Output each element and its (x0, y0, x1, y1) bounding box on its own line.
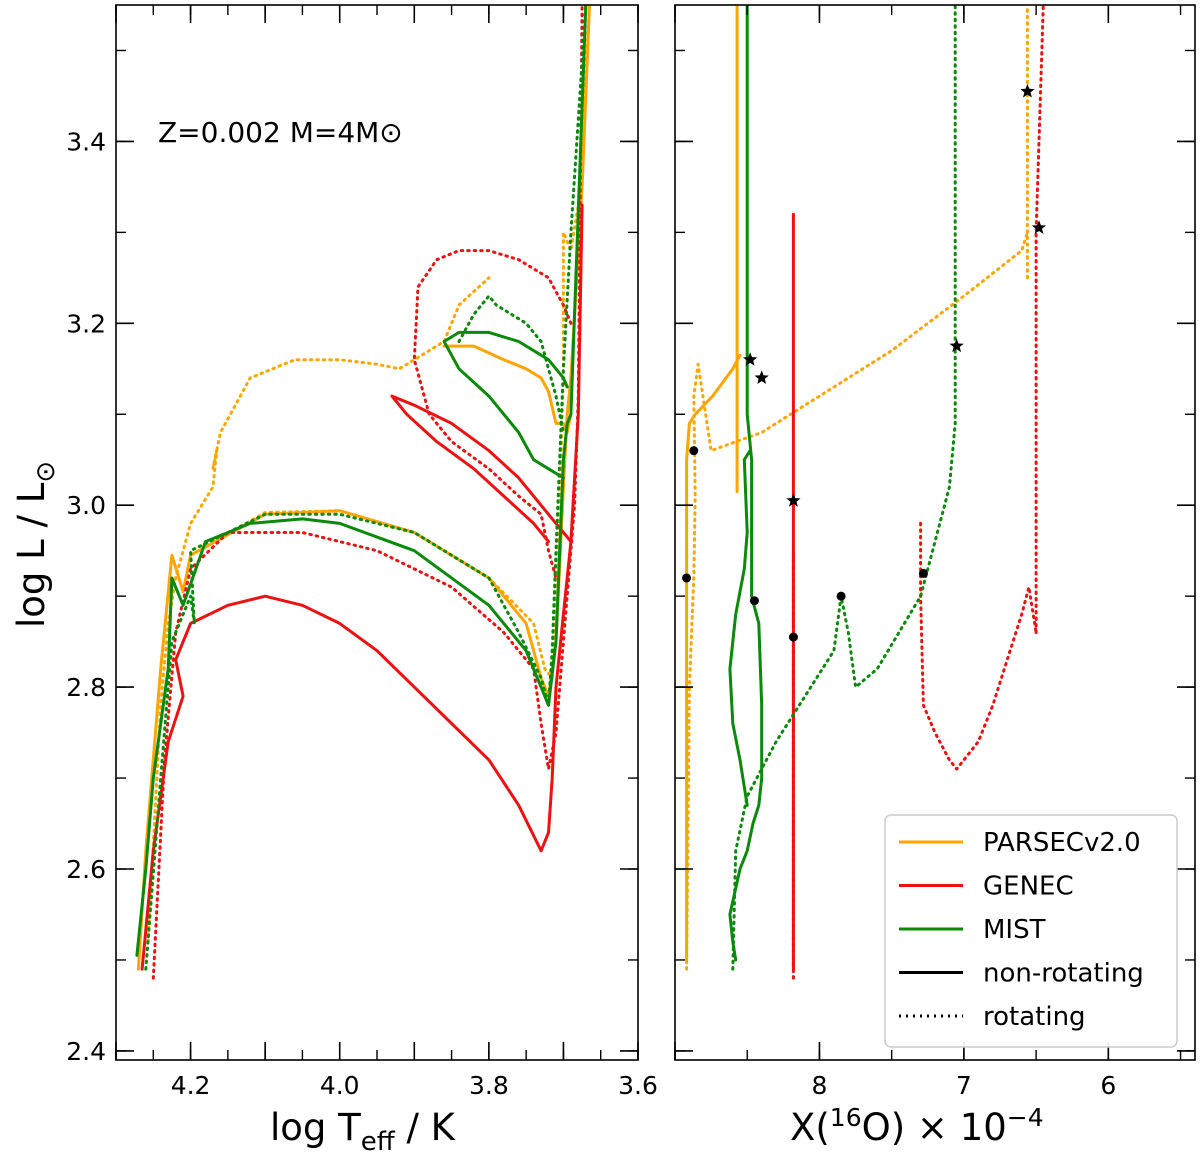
y-tick-label: 2.6 (66, 855, 106, 884)
y-tick-label: 2.4 (66, 1037, 106, 1066)
plot-frame-1 (674, 4, 1196, 1061)
y-tick-label: 3.4 (66, 127, 106, 156)
left-panel-hr-diagram: 2.4 2.6 2.8 3.0 3.2 3.4 4.2 4.0 3.8 3.6 (66, 4, 658, 1100)
y-tick-label: 3.2 (66, 309, 106, 338)
legend-box (884, 814, 1178, 1048)
series-genec-rotating-loop (412, 249, 573, 580)
model-annotation: Z=0.002 M=4M⊙ (158, 116, 403, 149)
x-tick-label: 4.2 (171, 1071, 211, 1100)
star-marker-7 (754, 370, 769, 384)
star-marker-11 (1031, 220, 1047, 234)
right-panel-oxygen-abundance: 8 7 6 (674, 4, 1196, 1100)
dot-marker-4 (836, 591, 846, 601)
legend-label-rotating: rotating (983, 1002, 1086, 1032)
x-tick-label: 4.0 (320, 1071, 360, 1100)
series-genec-blue-loop (390, 394, 573, 544)
dot-marker-2 (749, 596, 759, 606)
right-x-axis-label: X(16O) × 10−4 (790, 1103, 1044, 1149)
series-group-0 (135, 5, 591, 980)
left-y-axis-label: log L / L⊙ (10, 461, 61, 628)
y-tick-label: 2.8 (66, 673, 106, 702)
x-tick-label: 3.6 (618, 1071, 658, 1100)
left-x-axis-label: log Teff / K (270, 1106, 457, 1157)
series-genec-rotating (151, 5, 584, 980)
legend-label-non-rotating: non-rotating (983, 959, 1144, 989)
y-tick-label: 3.0 (66, 491, 106, 520)
legend-label-genec: GENEC (983, 872, 1074, 902)
dot-marker-3 (788, 632, 798, 642)
series-parsec-rotating (685, 230, 1029, 971)
star-marker-9 (949, 338, 964, 353)
x-tick-label: 6 (1100, 1071, 1116, 1100)
series-mist-rotating (731, 5, 957, 971)
series-mist-non-rotating-inner (728, 449, 752, 807)
legend-label-parsecv2-0: PARSECv2.0 (983, 828, 1141, 858)
x-tick-label: 8 (811, 1071, 827, 1100)
series-group-1 (685, 5, 1045, 980)
series-mist-blue-loop (442, 330, 569, 480)
series-mist-non-rotating (135, 5, 588, 957)
series-parsec-rotating (146, 276, 491, 944)
series-mist-non-rotating (728, 5, 764, 962)
x-tick-label: 7 (956, 1071, 972, 1100)
legend: PARSECv2.0 GENEC MIST non-rotating rotating (884, 814, 1178, 1048)
series-parsec-non-rotating (685, 353, 742, 962)
star-marker-8 (786, 493, 801, 507)
series-parsec-non-rotating (136, 5, 591, 971)
series-genec-rotating-vertical (1034, 5, 1045, 634)
dot-marker-5 (918, 568, 928, 578)
series-parsec-rotating-rgb (189, 5, 591, 680)
dot-marker-1 (689, 446, 699, 456)
dot-marker-0 (682, 573, 692, 583)
star-marker-6 (743, 352, 758, 366)
series-genec-non-rotating (140, 203, 584, 971)
legend-label-mist: MIST (983, 915, 1046, 945)
x-tick-label: 3.8 (469, 1071, 509, 1100)
series-genec-rotating-loop (919, 521, 1038, 771)
series-mist-rotating-loop (457, 294, 565, 434)
star-marker-10 (1020, 83, 1035, 98)
